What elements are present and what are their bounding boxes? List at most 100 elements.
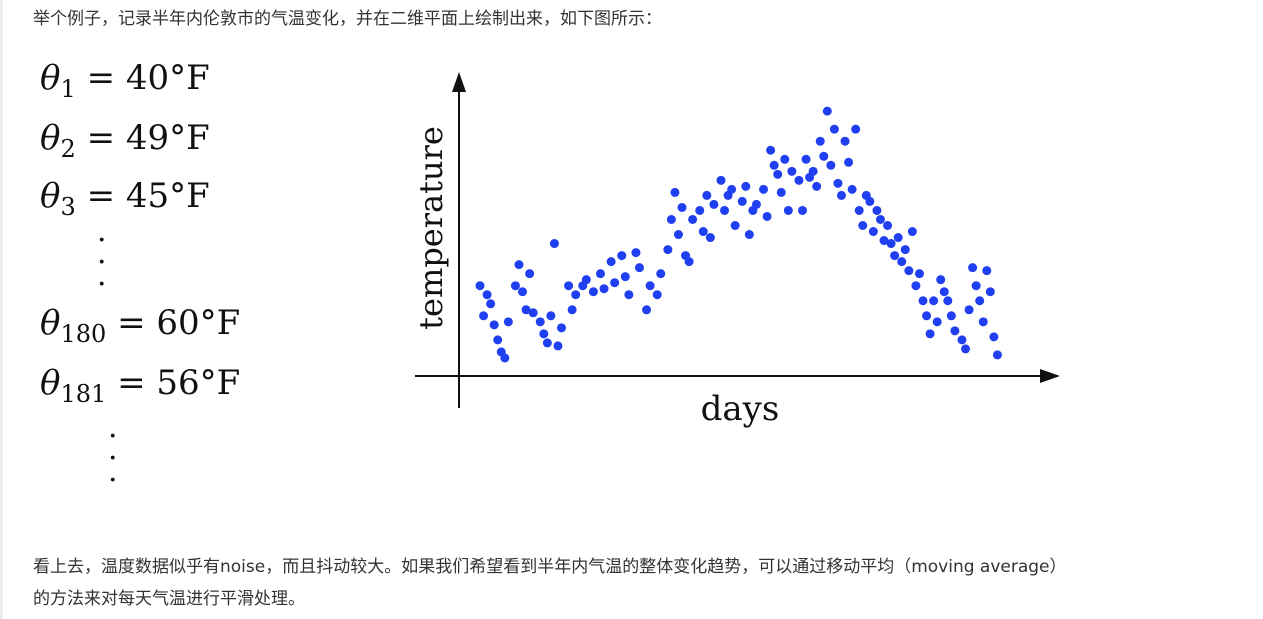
- data-point: [727, 184, 737, 194]
- data-point: [553, 341, 563, 351]
- data-point: [840, 136, 850, 146]
- equation-rhs: = 49°F: [86, 118, 210, 158]
- data-point: [528, 308, 538, 318]
- data-point: [868, 227, 878, 237]
- equation-sub: 2: [60, 135, 76, 163]
- data-point: [968, 263, 978, 273]
- equation: θ1 = 40°F: [40, 58, 210, 103]
- data-point: [557, 323, 567, 333]
- equation-symbol: θ: [40, 176, 61, 216]
- data-point: [617, 251, 627, 261]
- equation-symbol: θ: [40, 118, 61, 158]
- data-point: [564, 281, 574, 291]
- data-point: [673, 230, 683, 240]
- data-point: [737, 196, 747, 206]
- data-point: [907, 227, 917, 237]
- data-point: [588, 287, 598, 297]
- data-point: [801, 154, 811, 164]
- data-point: [677, 202, 687, 212]
- data-point: [875, 214, 885, 224]
- data-point: [535, 317, 545, 327]
- data-point: [751, 199, 761, 209]
- data-point: [943, 296, 953, 306]
- data-point: [606, 257, 616, 267]
- data-point: [720, 205, 730, 215]
- data-point: [939, 287, 949, 297]
- equation-rhs: = 60°F: [117, 303, 241, 343]
- data-point: [829, 124, 839, 134]
- data-point: [762, 211, 772, 221]
- data-point: [975, 296, 985, 306]
- data-point: [822, 106, 832, 116]
- y-label: temperature: [412, 126, 450, 330]
- data-point: [599, 284, 609, 294]
- data-point: [961, 344, 971, 354]
- data-point: [847, 184, 857, 194]
- data-point: [709, 199, 719, 209]
- data-point: [539, 329, 549, 339]
- body-text: 看上去，温度数据似乎有noise，而且抖动较大。如果我们希望看到半年内气温的整体…: [33, 557, 1067, 577]
- y-arrow: [452, 72, 466, 92]
- data-point: [642, 305, 652, 315]
- data-point: [893, 233, 903, 243]
- equation: θ181 = 56°F: [40, 363, 240, 408]
- data-point: [946, 311, 956, 321]
- data-point: [670, 187, 680, 197]
- data-point: [634, 263, 644, 273]
- data-point: [982, 266, 992, 276]
- data-point: [766, 145, 776, 155]
- data-point: [992, 350, 1002, 360]
- data-point: [798, 205, 808, 215]
- data-point: [656, 269, 666, 279]
- data-point: [493, 335, 503, 345]
- data-point: [783, 205, 793, 215]
- data-point: [911, 281, 921, 291]
- data-point: [858, 221, 868, 230]
- data-point: [684, 257, 694, 267]
- data-point: [549, 239, 559, 249]
- data-point: [521, 305, 531, 315]
- data-point: [546, 311, 556, 321]
- left-border: [0, 0, 3, 619]
- data-point: [950, 326, 960, 336]
- data-point: [730, 221, 740, 230]
- data-point: [851, 124, 861, 134]
- equation: θ3 = 45°F: [40, 176, 210, 221]
- data-point: [489, 320, 499, 330]
- data-point: [581, 275, 591, 285]
- data-point: [716, 175, 726, 185]
- equation-sub: 181: [60, 380, 107, 408]
- data-point: [759, 184, 769, 194]
- equation-rhs: = 45°F: [86, 176, 210, 216]
- data-point: [922, 311, 932, 321]
- data-point: [897, 257, 907, 267]
- data-point: [780, 154, 790, 164]
- data-point: [808, 166, 818, 176]
- data-point: [904, 266, 914, 276]
- data-point: [886, 239, 896, 249]
- equation-rhs: = 56°F: [117, 363, 241, 403]
- data-point: [610, 278, 620, 288]
- data-point: [794, 175, 804, 185]
- data-point: [624, 290, 634, 300]
- data-point: [812, 181, 822, 191]
- equation-sub: 180: [60, 320, 107, 348]
- data-point: [688, 214, 698, 224]
- data-point: [890, 251, 900, 261]
- data-point: [620, 272, 630, 282]
- data-point: [500, 353, 510, 363]
- data-point: [815, 136, 825, 146]
- data-point: [773, 169, 783, 179]
- equation-symbol: θ: [40, 58, 61, 98]
- vertical-dots: · · ·: [97, 223, 107, 302]
- data-point: [865, 196, 875, 206]
- data-point: [486, 299, 496, 309]
- body-text: 的方法来对每天气温进行平滑处理。: [33, 589, 305, 609]
- equation-sub: 1: [60, 75, 76, 103]
- data-point: [595, 269, 605, 279]
- data-point: [525, 269, 535, 279]
- data-point: [989, 332, 999, 342]
- data-point: [819, 151, 829, 161]
- data-point: [571, 290, 581, 300]
- data-point: [936, 275, 946, 285]
